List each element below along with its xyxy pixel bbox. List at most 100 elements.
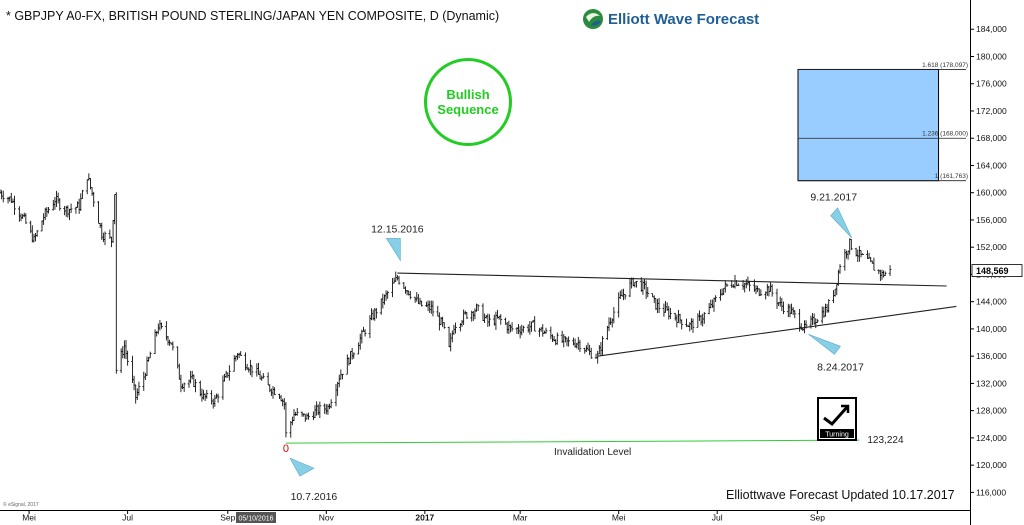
price-tick-label: 172,000 bbox=[976, 106, 1007, 116]
ohlc-bar bbox=[156, 323, 160, 335]
ohlc-bar bbox=[578, 339, 582, 353]
globe-icon bbox=[583, 9, 603, 29]
ohlc-bar bbox=[397, 275, 401, 285]
ohlc-bar bbox=[759, 289, 763, 296]
price-tick-label: 132,000 bbox=[976, 378, 1007, 388]
chart-title: * GBPJPY A0-FX, BRITISH POUND STERLING/J… bbox=[6, 9, 500, 23]
price-tick-label: 144,000 bbox=[976, 297, 1007, 307]
ohlc-bar bbox=[484, 315, 488, 319]
ohlc-bar bbox=[164, 321, 168, 341]
ohlc-bar bbox=[811, 312, 814, 326]
ohlc-bar bbox=[269, 388, 273, 397]
ohlc-bar bbox=[780, 298, 784, 312]
ohlc-bar bbox=[710, 299, 714, 308]
ohlc-bar bbox=[668, 307, 672, 320]
ohlc-bar bbox=[290, 416, 294, 426]
ohlc-bar bbox=[623, 293, 627, 300]
ohlc-bar bbox=[51, 199, 55, 211]
ohlc-bar bbox=[677, 309, 680, 323]
ohlc-bar bbox=[200, 388, 204, 402]
ohlc-bar bbox=[507, 320, 511, 334]
ohlc-bar bbox=[24, 213, 28, 224]
ohlc-bar bbox=[635, 280, 638, 288]
ohlc-bar bbox=[714, 295, 718, 303]
price-bars bbox=[0, 173, 892, 438]
ohlc-bar bbox=[846, 250, 850, 260]
ohlc-bar bbox=[857, 245, 861, 262]
ohlc-bar bbox=[454, 322, 457, 334]
ohlc-bar bbox=[825, 303, 829, 313]
ohlc-bar bbox=[754, 285, 758, 295]
price-tick-label: 160,000 bbox=[976, 188, 1007, 198]
ohlc-bar bbox=[420, 300, 424, 307]
ohlc-bar bbox=[284, 402, 288, 438]
price-tick-label: 124,000 bbox=[976, 433, 1007, 443]
price-tick-label: 152,000 bbox=[976, 242, 1007, 252]
ohlc-bar bbox=[861, 253, 865, 255]
ohlc-bar bbox=[436, 305, 440, 317]
ohlc-bar bbox=[80, 189, 84, 200]
annotation-label: 8.24.2017 bbox=[817, 361, 864, 373]
ohlc-bar bbox=[1, 190, 5, 203]
ohlc-bar bbox=[699, 314, 703, 326]
price-tick-label: 176,000 bbox=[976, 79, 1007, 89]
ohlc-bar bbox=[35, 230, 39, 237]
ohlc-bar bbox=[179, 374, 183, 393]
ohlc-bar bbox=[311, 411, 315, 421]
ohlc-bar bbox=[429, 300, 433, 314]
ohlc-bar bbox=[720, 288, 724, 296]
ohlc-bar bbox=[239, 351, 243, 356]
ohlc-bar bbox=[644, 280, 648, 299]
ohlc-bar bbox=[680, 319, 684, 330]
ohlc-bar bbox=[77, 198, 81, 214]
ohlc-bar bbox=[13, 195, 16, 215]
ohlc-bar bbox=[567, 336, 571, 347]
ohlc-bar bbox=[576, 336, 580, 350]
ohlc-bar bbox=[42, 213, 46, 225]
ohlc-bar bbox=[394, 271, 398, 282]
ohlc-bar bbox=[701, 313, 705, 327]
ohlc-bar bbox=[21, 214, 25, 219]
ohlc-bar bbox=[586, 342, 590, 351]
ohlc-bar bbox=[236, 353, 239, 360]
ohlc-bar bbox=[765, 283, 769, 296]
ohlc-bar bbox=[408, 290, 412, 300]
ohlc-bar bbox=[607, 317, 611, 332]
ohlc-bar bbox=[357, 342, 361, 355]
ohlc-bar bbox=[266, 372, 270, 386]
ohlc-bar bbox=[363, 329, 367, 337]
time-tick-label: Jul bbox=[712, 513, 723, 523]
ohlc-bar bbox=[521, 325, 525, 333]
ohlc-bar bbox=[814, 318, 818, 329]
annotation-label: 10.7.2016 bbox=[291, 491, 338, 503]
ohlc-bar bbox=[268, 384, 272, 393]
ohlc-bar bbox=[392, 277, 396, 284]
ohlc-bar bbox=[719, 289, 722, 301]
ohlc-bar bbox=[656, 298, 659, 314]
ohlc-bar bbox=[439, 316, 443, 325]
time-tick-label: Jul bbox=[122, 513, 133, 523]
ohlc-bar bbox=[833, 288, 837, 297]
ohlc-bar bbox=[541, 324, 545, 337]
ohlc-bar bbox=[374, 308, 378, 319]
ohlc-bar bbox=[849, 238, 853, 251]
ohlc-bar bbox=[19, 213, 23, 222]
ohlc-bar bbox=[509, 324, 512, 333]
ohlc-bar bbox=[11, 198, 15, 204]
ohlc-bar bbox=[119, 348, 123, 373]
last-price-label: 148,569 bbox=[976, 266, 1009, 276]
ohlc-bar bbox=[601, 336, 604, 356]
ohlc-bar bbox=[40, 220, 44, 232]
ohlc-bar bbox=[281, 398, 285, 407]
price-tick-label: 180,000 bbox=[976, 51, 1007, 61]
ohlc-bar bbox=[305, 413, 309, 420]
ohlc-bar bbox=[181, 383, 184, 390]
ohlc-bar bbox=[143, 372, 147, 380]
ohlc-bar bbox=[486, 313, 490, 327]
ohlc-bar bbox=[673, 312, 677, 321]
ohlc-bar bbox=[447, 326, 451, 348]
ohlc-bar bbox=[352, 352, 356, 359]
copyright-text: © eSignal, 2017 bbox=[3, 501, 39, 508]
